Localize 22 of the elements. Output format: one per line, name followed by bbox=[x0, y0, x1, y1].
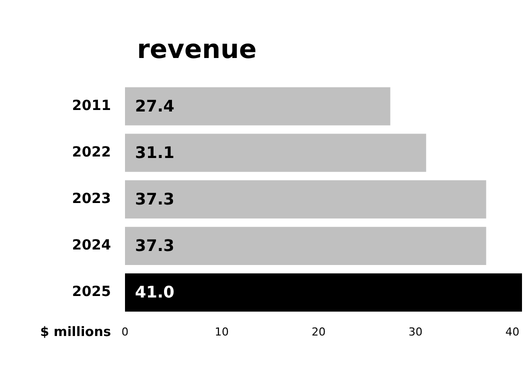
y-tick-label: 2024 bbox=[72, 238, 112, 254]
y-tick-label: 2011 bbox=[72, 98, 111, 114]
data-label: 41.0 bbox=[134, 282, 174, 302]
x-tick-label: 30 bbox=[408, 325, 422, 338]
data-label: 31.1 bbox=[134, 142, 174, 162]
x-tick-label: 10 bbox=[214, 325, 229, 338]
bar bbox=[124, 273, 522, 312]
y-tick-label: 2023 bbox=[72, 191, 111, 208]
data-label: 37.3 bbox=[134, 236, 174, 256]
x-tick-label: 40 bbox=[505, 325, 520, 338]
x-tick-label: 0 bbox=[121, 325, 128, 338]
bar bbox=[124, 180, 486, 218]
x-tick-label: 20 bbox=[312, 325, 326, 338]
chart-title: revenue bbox=[136, 35, 257, 65]
data-label: 37.3 bbox=[134, 190, 174, 209]
bar bbox=[124, 87, 390, 126]
y-tick-label: 2022 bbox=[72, 144, 111, 160]
y-tick-label: 2025 bbox=[72, 284, 111, 300]
bar bbox=[124, 226, 486, 266]
data-label: 27.4 bbox=[134, 96, 174, 116]
bar bbox=[124, 134, 426, 172]
x-axis-title: $ millions bbox=[40, 325, 112, 340]
